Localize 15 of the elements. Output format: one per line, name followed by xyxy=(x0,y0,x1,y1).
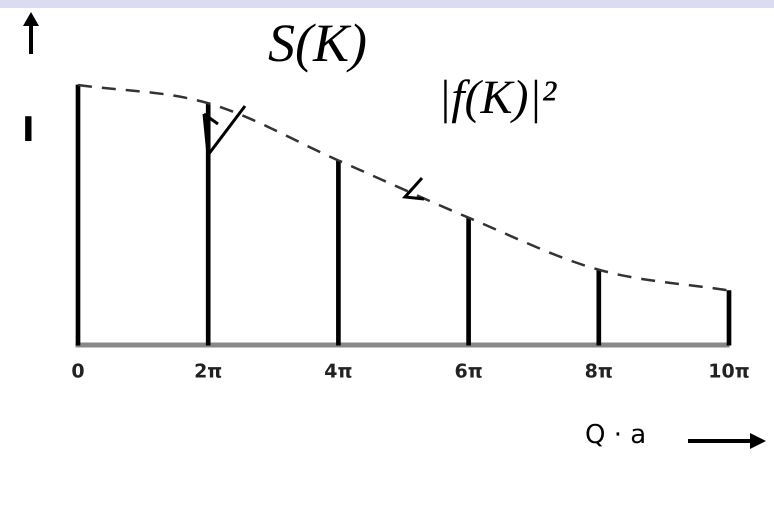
annotation: |f(K)|² xyxy=(438,70,556,125)
x-tick-label: 0 xyxy=(71,360,85,383)
x-tick-label: 2π xyxy=(194,360,222,383)
x-tick-label: 10π xyxy=(708,360,750,383)
x-axis-title: Q · a xyxy=(585,420,646,450)
bar xyxy=(596,269,602,346)
text: S(K) xyxy=(268,12,367,74)
x-tick-label: 6π xyxy=(454,360,483,383)
x-tick-label: 8π xyxy=(584,360,613,383)
y-axis-title: I xyxy=(22,110,35,150)
x-tick-label: 4π xyxy=(324,360,353,383)
bar xyxy=(336,160,341,346)
bar xyxy=(726,290,732,346)
bar xyxy=(466,217,471,346)
bar xyxy=(76,84,80,346)
